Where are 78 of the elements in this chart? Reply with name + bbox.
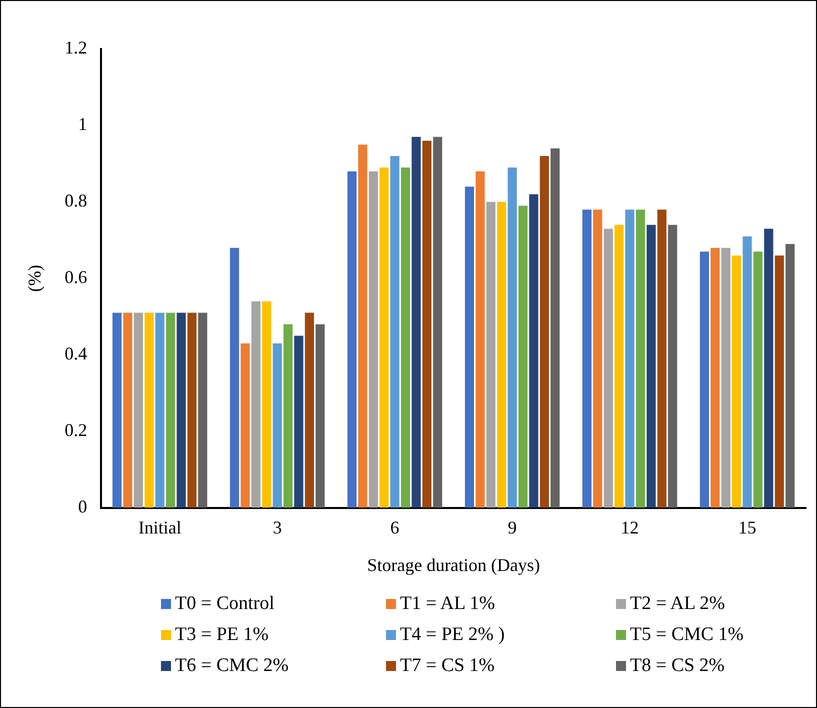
bar <box>508 168 517 508</box>
bar <box>518 206 528 508</box>
legend-label: T8 = CS 2% <box>630 655 725 677</box>
bar <box>262 301 272 508</box>
bar <box>721 248 730 508</box>
bar <box>636 210 646 508</box>
bar <box>582 210 592 508</box>
bar <box>700 252 709 508</box>
bar <box>166 312 176 508</box>
bar <box>400 168 410 508</box>
legend-label: T0 = Control <box>175 593 274 615</box>
y-tick-label: 1.2 <box>64 38 88 58</box>
bar <box>593 210 602 508</box>
bar <box>764 228 774 508</box>
legend-label: T1 = AL 1% <box>400 593 495 615</box>
x-tick-label: 15 <box>738 517 756 538</box>
x-tick-label: 3 <box>272 517 282 538</box>
bar <box>540 156 549 508</box>
bar <box>657 210 666 508</box>
y-axis-title: (%) <box>24 264 45 292</box>
bar <box>529 194 538 508</box>
bar <box>604 228 613 508</box>
bar <box>272 343 282 508</box>
bar <box>155 312 164 508</box>
y-tick-label: 0.2 <box>64 420 88 440</box>
bar <box>347 171 357 508</box>
bar <box>198 312 208 508</box>
bar <box>251 301 260 508</box>
bar <box>550 148 560 508</box>
bar <box>710 248 720 508</box>
bar <box>304 312 314 508</box>
bar <box>646 224 656 508</box>
bar <box>732 255 742 508</box>
bar <box>668 224 678 508</box>
bar <box>786 244 795 508</box>
bar <box>187 312 197 508</box>
x-tick-label: Initial <box>138 517 182 538</box>
bar <box>230 248 240 508</box>
bar <box>422 140 432 508</box>
bar <box>433 136 442 508</box>
legend-label: T6 = CMC 2% <box>175 655 289 677</box>
legend-label: T5 = CMC 1% <box>630 624 744 646</box>
y-tick-label: 0 <box>78 496 88 517</box>
bar <box>368 171 378 508</box>
y-tick-label: 0.6 <box>64 267 88 288</box>
bar <box>294 336 304 508</box>
bar <box>123 312 132 508</box>
bar <box>144 312 154 508</box>
bar <box>112 312 122 508</box>
bar <box>476 171 485 508</box>
bar <box>316 324 325 508</box>
bar <box>486 202 496 508</box>
y-tick-label: 1 <box>78 114 88 134</box>
x-tick-label: 6 <box>390 517 400 538</box>
legend-label: T7 = CS 1% <box>400 655 495 677</box>
bar <box>390 156 400 508</box>
bar <box>380 168 389 508</box>
bar <box>753 252 763 508</box>
legend-label: T4 = PE 2% ) <box>400 624 505 646</box>
bar <box>358 144 368 508</box>
y-tick-label: 0.8 <box>64 190 88 211</box>
bar <box>742 236 752 508</box>
bar <box>283 324 293 508</box>
bar <box>497 202 506 508</box>
x-tick-label: 9 <box>508 517 517 538</box>
bar <box>464 186 474 508</box>
legend-label: T3 = PE 1% <box>175 624 269 646</box>
bar <box>614 224 624 508</box>
bar <box>240 343 250 508</box>
bar <box>625 210 634 508</box>
bar <box>176 312 186 508</box>
bar <box>774 255 784 508</box>
bar <box>134 312 143 508</box>
x-tick-label: 12 <box>620 517 639 538</box>
bar <box>412 136 421 508</box>
x-axis-title: Storage duration (Days) <box>367 554 540 575</box>
legend-label: T2 = AL 2% <box>630 593 725 615</box>
y-tick-label: 0.4 <box>64 344 88 364</box>
